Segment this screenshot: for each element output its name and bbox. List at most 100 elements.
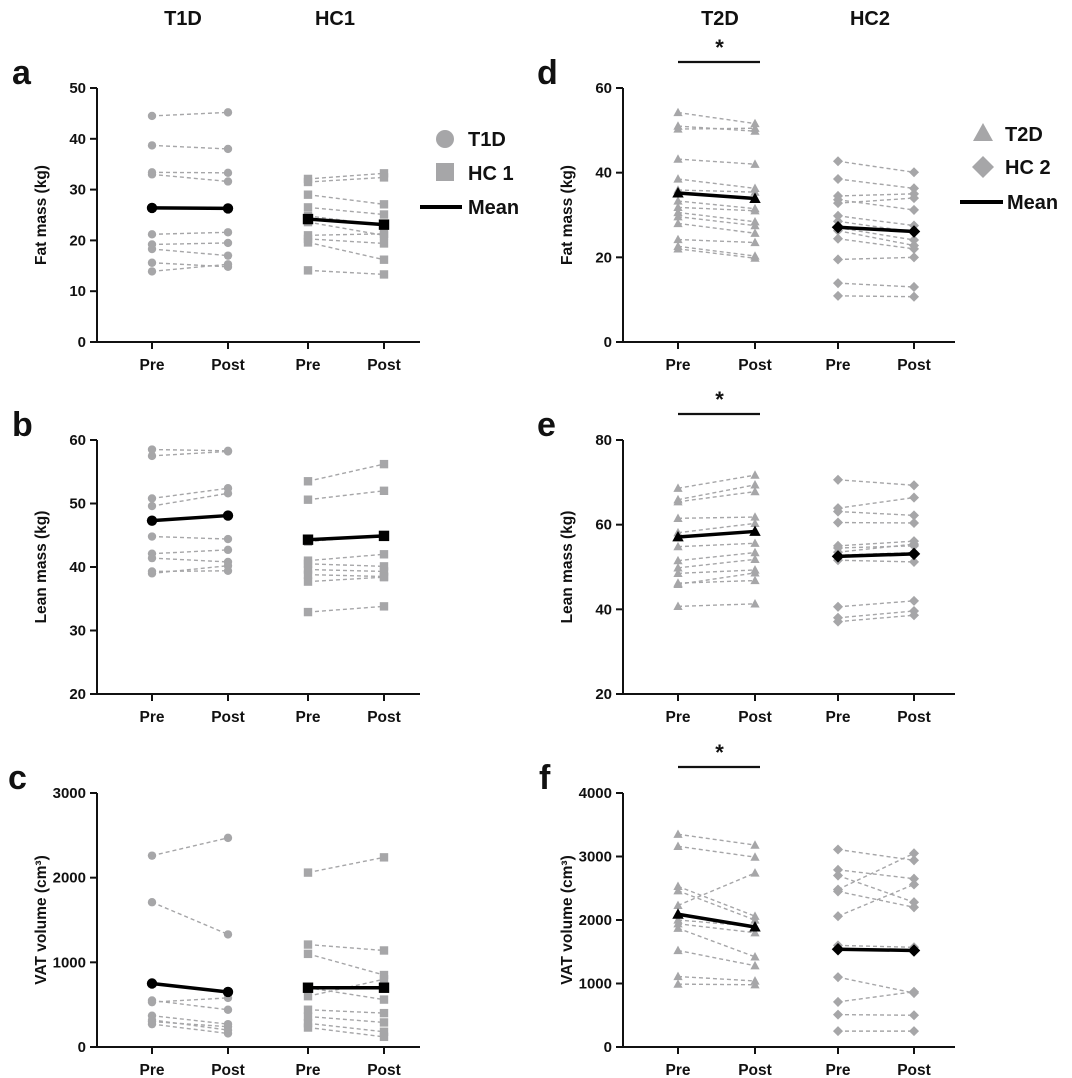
individual-line [307, 568, 385, 573]
data-point-pre [673, 918, 683, 928]
x-tick-label: Post [897, 709, 931, 726]
series-t2d [672, 470, 761, 610]
individual-line [677, 833, 756, 846]
mean-point-pre [146, 978, 158, 989]
individual-line [837, 496, 915, 509]
mean-point-pre [831, 550, 845, 563]
individual-line [151, 999, 229, 1011]
x-tick-label: Pre [826, 357, 851, 374]
mean-point-pre [831, 221, 845, 234]
individual-line [677, 111, 756, 125]
data-point-pre [832, 290, 844, 301]
legend-right: T2D HC 2 Mean [960, 123, 1058, 214]
data-point-pre [832, 517, 844, 528]
x-tick-label: Pre [666, 709, 691, 726]
data-point-pre [832, 864, 844, 875]
legend-circle-marker [436, 130, 454, 148]
x-tick-label: Pre [666, 357, 691, 374]
data-point-post [750, 952, 760, 961]
data-point-post [908, 595, 920, 606]
data-point-post [908, 167, 920, 178]
individual-line [307, 1015, 385, 1024]
mean-line [307, 217, 385, 227]
data-point-pre [832, 173, 844, 185]
panel-letter: d [537, 54, 558, 92]
data-point-post [379, 270, 389, 279]
data-point-post [750, 927, 760, 937]
data-point-pre [147, 244, 157, 254]
data-point-pre [147, 1017, 157, 1026]
legend-diamond-marker [972, 156, 994, 178]
data-point-pre [673, 900, 683, 910]
individual-line [837, 869, 915, 880]
y-tick-label: 30 [69, 623, 86, 640]
x-tick-label: Pre [140, 357, 165, 374]
data-point-pre [303, 565, 313, 574]
mean-point-pre [302, 534, 314, 545]
panel-letter: e [537, 406, 556, 444]
data-point-pre [147, 267, 157, 276]
data-point-pre [147, 451, 157, 461]
data-point-post [379, 210, 389, 219]
data-point-post [750, 123, 760, 132]
mean-point-post [378, 219, 390, 230]
individual-line [307, 1026, 385, 1038]
y-tick-label: 20 [69, 686, 86, 703]
individual-line [677, 603, 756, 608]
data-point-pre [303, 559, 313, 569]
individual-line [677, 885, 756, 917]
data-point-pre [832, 886, 844, 897]
data-point-pre [303, 1023, 313, 1032]
data-point-post [750, 599, 760, 608]
data-point-post [223, 260, 233, 269]
data-point-pre [832, 278, 844, 289]
individual-line [307, 953, 385, 976]
x-tick-label: Post [367, 709, 401, 726]
data-point-pre [673, 923, 683, 932]
legend-label-mean: Mean [1007, 192, 1058, 214]
individual-line [837, 976, 915, 994]
y-tick-label: 20 [69, 232, 86, 249]
data-point-pre [673, 971, 683, 981]
data-point-post [223, 833, 233, 843]
individual-line [151, 111, 229, 117]
series-hc1 [302, 169, 390, 279]
data-point-post [750, 868, 760, 877]
individual-line [307, 605, 385, 613]
individual-line [837, 510, 915, 517]
data-point-post [908, 556, 920, 567]
mean-line [151, 513, 229, 523]
individual-line [837, 600, 915, 608]
individual-line [307, 172, 385, 180]
individual-line [837, 215, 915, 227]
data-point-post [223, 489, 233, 498]
individual-line [837, 199, 915, 211]
data-point-post [379, 1008, 389, 1018]
individual-line [151, 557, 229, 563]
data-point-pre [673, 154, 683, 163]
data-point-post [750, 512, 760, 521]
data-point-pre [832, 156, 844, 167]
individual-line [151, 492, 229, 507]
x-tick-label: Post [367, 1062, 401, 1078]
data-point-post [750, 852, 760, 861]
y-tick-label: 4000 [579, 785, 612, 802]
individual-line [677, 983, 756, 986]
panel-a: a 0 10 20 30 40 50 Pre Post Pre Post Fat mass (kg) [12, 54, 420, 374]
data-point-post [223, 1029, 233, 1038]
header-t2d: T2D [701, 8, 739, 30]
individual-line [677, 215, 756, 227]
panel-c: c 0 1000 2000 3000 Pre Post Pre Post VAT volume (… [8, 759, 420, 1078]
data-point-pre [147, 494, 157, 503]
data-point-pre [303, 477, 313, 486]
y-tick-label: 0 [78, 334, 86, 351]
data-point-post [379, 572, 389, 582]
individual-line [837, 256, 915, 261]
y-tick-label: 40 [595, 601, 612, 618]
individual-line [151, 1020, 229, 1028]
data-point-post [223, 1005, 233, 1014]
individual-line [151, 570, 229, 573]
data-point-pre [303, 203, 313, 212]
data-point-post [379, 459, 389, 469]
y-tick-label: 60 [595, 517, 612, 534]
